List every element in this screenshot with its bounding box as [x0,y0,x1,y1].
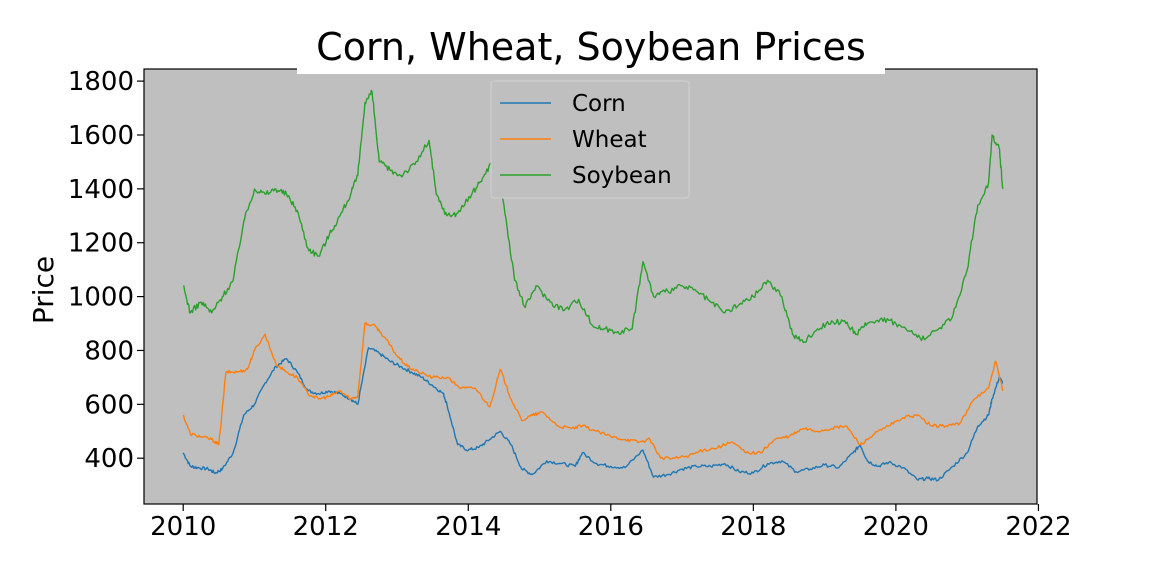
x-tick-label: 2022 [1005,512,1071,542]
legend-label-soybean: Soybean [572,163,672,189]
series-layer [182,89,1004,482]
x-axis: 2010 2012 2014 2016 2018 2020 2022 [150,504,1072,542]
legend-label-corn: Corn [572,91,626,117]
y-tick-label: 600 [84,390,134,420]
x-tick-label: 2010 [150,512,216,542]
legend: Corn Wheat Soybean [490,80,690,199]
series-line-corn [182,347,1004,482]
legend-box [490,80,690,199]
y-tick-label: 800 [84,336,134,366]
y-tick-label: 1000 [68,283,134,313]
chart-title: Corn, Wheat, Soybean Prices [316,25,866,69]
y-tick-label: 1200 [68,229,134,259]
y-tick-label: 1800 [68,67,134,97]
x-tick-label: 2020 [863,512,929,542]
y-tick-label: 1600 [68,121,134,151]
y-axis: 400 600 800 1000 1200 1400 1600 1800 [68,67,144,474]
x-tick-label: 2018 [720,512,786,542]
x-tick-label: 2016 [578,512,644,542]
legend-label-wheat: Wheat [572,127,647,153]
y-axis-label: Price [27,256,60,324]
series-line-soybean [183,89,1004,344]
y-tick-label: 400 [84,444,134,474]
series-line-wheat [182,322,1004,461]
y-tick-label: 1400 [68,175,134,205]
x-tick-label: 2014 [435,512,501,542]
title-background [297,24,885,74]
x-tick-label: 2012 [293,512,359,542]
